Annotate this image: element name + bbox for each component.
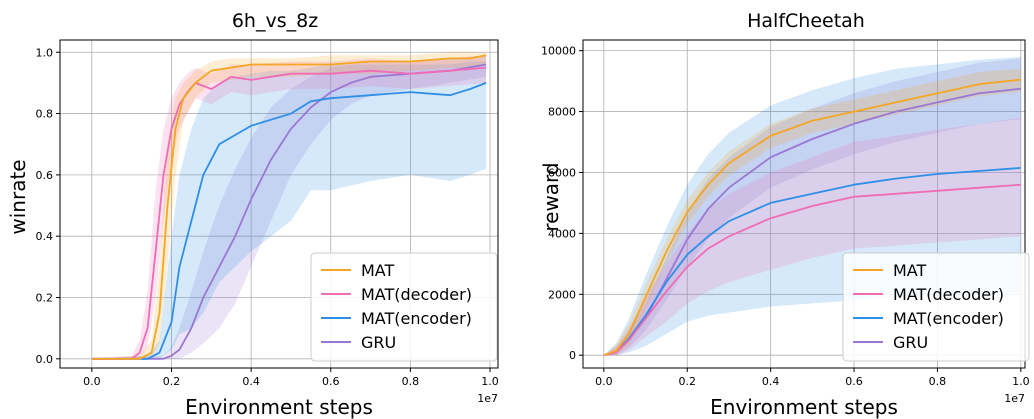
y-tick-label: 4000	[548, 227, 576, 240]
x-axis-label: Environment steps	[710, 395, 898, 419]
x-multiplier: 1e7	[1004, 392, 1025, 405]
legend-label-mat: MAT	[361, 261, 395, 280]
y-tick-label: 0.2	[36, 291, 54, 304]
confidence-band	[91, 55, 487, 359]
confidence-band	[91, 55, 487, 359]
y-tick-label: 1.0	[36, 46, 54, 59]
chart-title: HalfCheetah	[747, 10, 865, 32]
x-tick-label: 0.2	[678, 375, 696, 388]
x-tick-label: 0.4	[242, 375, 260, 388]
legend-label-mat: MAT	[893, 261, 927, 280]
y-axis-label: reward	[539, 162, 563, 231]
y-tick-label: 0	[569, 349, 576, 362]
x-tick-label: 0.6	[322, 375, 340, 388]
x-multiplier: 1e7	[477, 392, 498, 405]
x-tick-label: 0.8	[402, 375, 420, 388]
x-tick-label: 0.0	[595, 375, 613, 388]
legend-label-gru: GRU	[893, 333, 928, 352]
legend-label-dec: MAT(decoder)	[893, 285, 1004, 304]
x-tick-label: 0.8	[929, 375, 947, 388]
legend-label-gru: GRU	[361, 333, 396, 352]
x-tick-label: 0.4	[762, 375, 780, 388]
confidence-band	[91, 52, 487, 359]
legend-label-dec: MAT(decoder)	[361, 285, 472, 304]
chart-panel-1: 0.0 0.2 0.4 0.6 0.8 1.0 0.0 0.2 0.4 0.6 0.8 1.0 1e7 6…	[6, 10, 499, 419]
x-tick-label: 1.0	[1012, 375, 1030, 388]
legend: MAT MAT(decoder) MAT(encoder) GRU	[842, 252, 1030, 362]
confidence-band	[91, 61, 487, 359]
series-line	[91, 54, 487, 360]
chart-title: 6h_vs_8z	[232, 10, 318, 32]
legend-box	[842, 252, 1030, 362]
legend: MAT MAT(decoder) MAT(encoder) GRU	[310, 252, 498, 362]
x-tick-label: 1.0	[481, 375, 499, 388]
confidence-band	[603, 58, 1021, 356]
y-axis-label: winrate	[6, 159, 30, 234]
y-tick-label: 10000	[541, 45, 576, 58]
series-line	[603, 78, 1021, 357]
series-line	[603, 183, 1021, 357]
y-tick-label: 2000	[548, 288, 576, 301]
chart-panel-2: 0.0 0.2 0.4 0.6 0.8 1.0 0 2000 4000 6000 8000 10000…	[539, 10, 1030, 419]
axes-frame	[59, 39, 499, 369]
y-tick-label: 0.6	[36, 169, 54, 182]
y-tick-label: 8000	[548, 106, 576, 119]
series-line	[603, 167, 1021, 357]
x-tick-label: 0.0	[83, 375, 101, 388]
y-tick-label: 0.8	[36, 108, 54, 121]
y-tick-label: 0.0	[36, 353, 54, 366]
y-tick-label: 0.4	[36, 230, 54, 243]
plot-area	[91, 52, 487, 360]
x-tick-label: 0.2	[163, 375, 181, 388]
x-axis-label: Environment steps	[185, 395, 373, 419]
series-line	[91, 63, 487, 360]
x-tick-label: 0.6	[845, 375, 863, 388]
y-tick-label: 6000	[548, 166, 576, 179]
legend-label-enc: MAT(encoder)	[893, 309, 1004, 328]
series-line	[91, 82, 487, 360]
legend-box	[310, 252, 498, 362]
axes-frame	[582, 39, 1026, 369]
legend-label-enc: MAT(encoder)	[361, 309, 472, 328]
gridlines	[583, 40, 1025, 368]
